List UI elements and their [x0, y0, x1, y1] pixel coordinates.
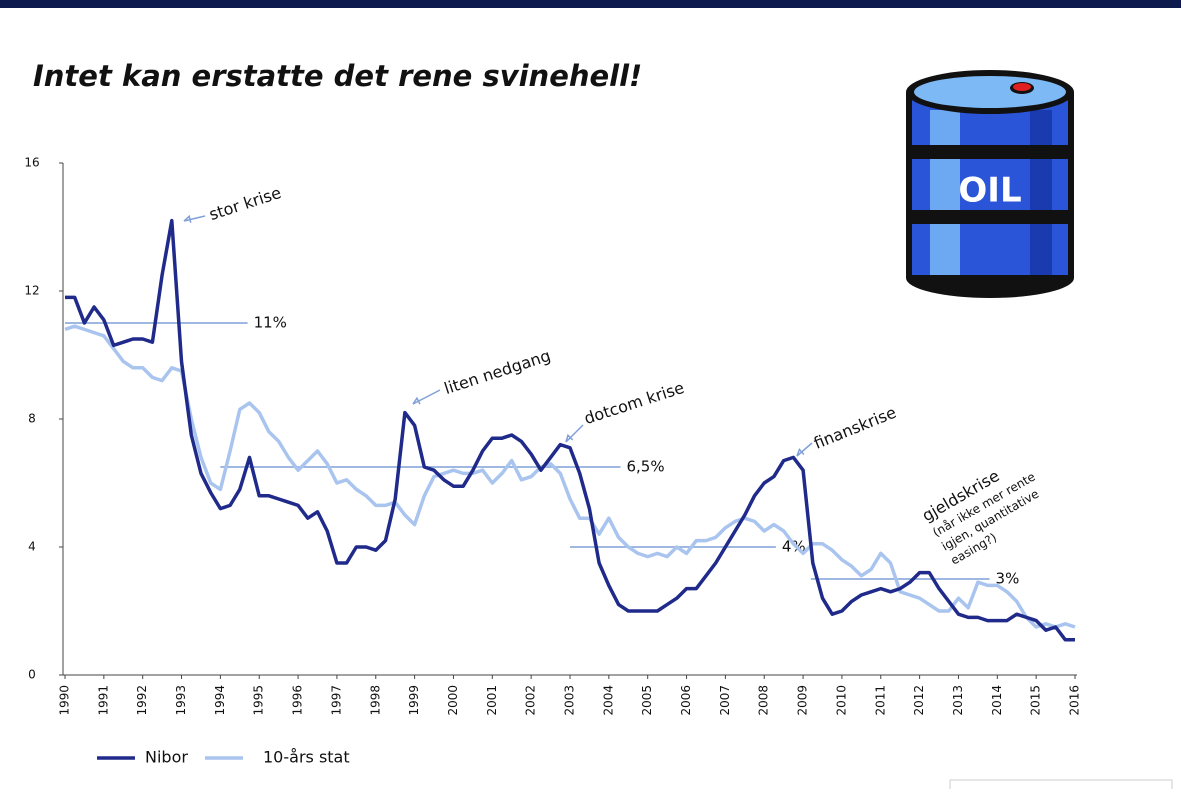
- annotation: dotcom krise: [582, 378, 687, 428]
- barrel-label: OIL: [958, 171, 1021, 211]
- annotation-arrow: [565, 424, 584, 443]
- x-tick-label: 2016: [1068, 685, 1082, 716]
- annotation-arrow: [183, 215, 206, 222]
- y-tick-label: 0: [28, 668, 36, 682]
- x-tick-label: 2012: [912, 685, 926, 716]
- x-tick-label: 1997: [329, 685, 343, 716]
- y-tick-label: 16: [24, 156, 39, 170]
- y-tick-label: 12: [24, 284, 39, 298]
- arrow-head: [565, 433, 574, 443]
- x-tick-label: 2005: [640, 685, 654, 716]
- reference-label: 3%: [996, 570, 1020, 588]
- annotation: stor krise: [207, 183, 284, 224]
- x-tick-label: 2009: [796, 685, 810, 716]
- x-tick-label: 2006: [679, 685, 693, 716]
- x-tick-label: 2011: [873, 685, 887, 716]
- series-line: [65, 218, 1075, 642]
- x-tick-label: 2004: [601, 685, 615, 716]
- arrow-head: [183, 214, 192, 224]
- top-bar: [0, 0, 1181, 8]
- arrow-head: [796, 447, 805, 457]
- annotation: finanskrise: [811, 403, 899, 453]
- x-tick-label: 1998: [368, 685, 382, 716]
- x-tick-label: 1996: [291, 685, 305, 716]
- annotation-arrow: [412, 389, 441, 405]
- x-tick-label: 1991: [96, 685, 110, 716]
- x-tick-label: 2014: [990, 685, 1004, 716]
- legend-label: 10-års stat: [263, 748, 350, 767]
- arrow-head: [412, 396, 421, 405]
- x-tick-label: 1999: [407, 685, 421, 716]
- y-tick-label: 4: [28, 540, 36, 554]
- x-tick-label: 1993: [174, 685, 188, 716]
- x-tick-label: 2015: [1029, 685, 1043, 716]
- chart-title: Intet kan erstatte det rene svinehell!: [33, 59, 642, 93]
- x-tick-label: 2010: [834, 685, 848, 716]
- x-tick-label: 2002: [524, 685, 538, 716]
- corner-box: [949, 779, 1173, 789]
- x-tick-label: 2013: [951, 685, 965, 716]
- annotation: liten nedgang: [442, 346, 553, 398]
- x-tick-label: 2003: [563, 685, 577, 716]
- y-tick-label: 8: [28, 412, 36, 426]
- x-tick-label: 2000: [446, 685, 460, 716]
- x-tick-label: 1992: [135, 685, 149, 716]
- x-tick-label: 2001: [485, 685, 499, 716]
- x-tick-label: 1994: [213, 685, 227, 716]
- reference-label: 11%: [254, 314, 287, 332]
- series-line: [64, 324, 1076, 629]
- oil-barrel: OIL: [906, 70, 1074, 298]
- x-tick-label: 2008: [757, 685, 771, 716]
- reference-label: 6,5%: [627, 458, 665, 476]
- x-tick-label: 1995: [252, 685, 266, 716]
- annotation-arrow: [796, 442, 813, 457]
- x-tick-label: 1990: [58, 685, 72, 716]
- legend-label: Nibor: [145, 748, 188, 767]
- x-tick-label: 2007: [718, 685, 732, 716]
